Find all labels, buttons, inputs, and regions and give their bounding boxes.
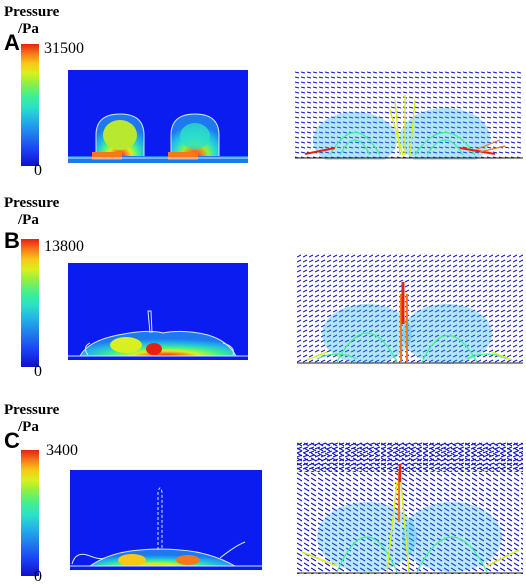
colorbar-max-c: 3400 [46, 442, 78, 459]
pressure-colorbar-b [21, 239, 39, 367]
legend-title-text: Pressure [4, 4, 60, 20]
colorbar-gradient-icon [21, 239, 39, 367]
pressure-contour-b [68, 263, 248, 360]
colorbar-min-a: 0 [34, 162, 42, 179]
colorbar-min-c: 0 [34, 568, 42, 585]
legend-title-text: Pressure [4, 195, 60, 211]
colorbar-max-a: 31500 [44, 40, 84, 57]
velocity-vector-field-b [297, 254, 523, 364]
pressure-colorbar-c [21, 450, 39, 576]
legend-title-b: Pressure /Pa [4, 195, 59, 229]
legend-unit-text: /Pa [18, 419, 39, 435]
colorbar-gradient-icon [21, 44, 39, 166]
panel-c: Pressure /Pa C 3400 0 [0, 390, 526, 587]
panel-label-a: A [4, 30, 20, 55]
legend-title-c: Pressure /Pa [4, 402, 59, 436]
legend-unit-text: /Pa [18, 212, 39, 228]
colorbar-min-b: 0 [34, 363, 42, 380]
colorbar-max-b: 13800 [44, 238, 84, 255]
velocity-vector-field-a [295, 70, 523, 160]
panel-label-b: B [4, 228, 20, 253]
panel-b: Pressure /Pa B 13800 0 [0, 195, 526, 390]
legend-title-text: Pressure [4, 402, 60, 418]
velocity-vector-field-c [297, 442, 523, 574]
panel-a: Pressure /Pa A 31500 0 [0, 0, 526, 195]
pressure-colorbar-a [21, 44, 39, 166]
panel-label-c: C [4, 428, 20, 453]
colorbar-gradient-icon [21, 450, 39, 576]
pressure-contour-c [70, 470, 262, 570]
legend-title-a: Pressure /Pa [4, 4, 59, 38]
legend-unit-text: /Pa [18, 21, 39, 37]
pressure-contour-a [68, 70, 248, 163]
